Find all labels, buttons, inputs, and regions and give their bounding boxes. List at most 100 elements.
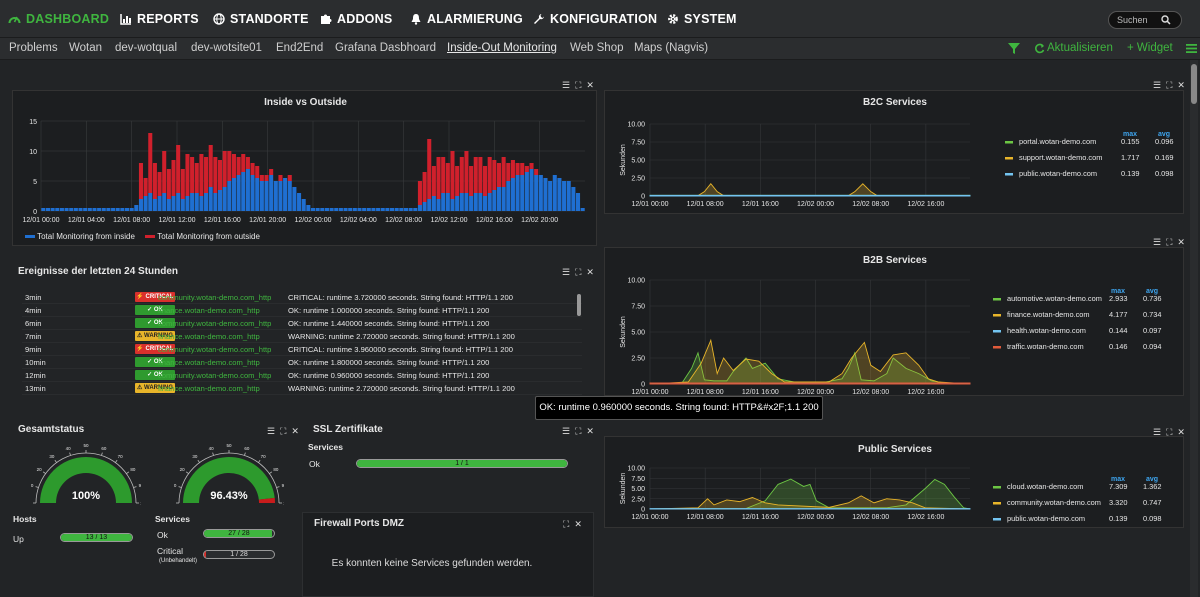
tab-dev-wotsite01[interactable]: dev-wotsite01 bbox=[191, 42, 262, 54]
menu-icon[interactable] bbox=[1186, 43, 1197, 54]
legend-series-name[interactable]: finance.wotan-demo.com bbox=[1007, 310, 1090, 319]
services-critical-sub: (Unbehandelt) bbox=[159, 558, 198, 564]
widget-menu-icon[interactable]: ☰ bbox=[1153, 427, 1162, 437]
legend-series-name[interactable]: traffic.wotan-demo.com bbox=[1007, 342, 1084, 351]
event-host-link[interactable]: finance.wotan-demo.com_http bbox=[158, 332, 260, 341]
legend-series-name[interactable]: automotive.wotan-demo.com bbox=[1007, 294, 1102, 303]
nav-dashboard[interactable]: DASHBOARD bbox=[8, 0, 109, 38]
bar-inside bbox=[78, 208, 83, 211]
legend-series-name[interactable]: public.wotan-demo.com bbox=[1019, 169, 1097, 178]
services-critical-bar[interactable]: 1 / 28 bbox=[203, 550, 275, 559]
widget-menu-icon[interactable]: ☰ bbox=[267, 426, 276, 436]
event-host-link[interactable]: community.wotan-demo.com_http bbox=[158, 371, 272, 380]
bar-inside bbox=[394, 208, 399, 211]
widget-controls: ☰ ⛶ ✕ bbox=[1153, 80, 1185, 91]
tab-dev-wotqual[interactable]: dev-wotqual bbox=[115, 42, 178, 54]
tab-inside-out[interactable]: Inside-Out Monitoring bbox=[447, 42, 557, 54]
event-host-link[interactable]: community.wotan-demo.com_http bbox=[158, 319, 272, 328]
add-widget-button[interactable]: + Widget bbox=[1127, 42, 1173, 54]
widget-close-icon[interactable]: ✕ bbox=[586, 267, 594, 277]
filter-icon[interactable] bbox=[1008, 43, 1020, 54]
gauge-tick bbox=[35, 486, 39, 488]
event-row[interactable]: 12min ✓ OK community.wotan-demo.com_http OK… bbox=[22, 369, 582, 382]
refresh-button[interactable]: Aktualisieren bbox=[1047, 42, 1113, 54]
event-row[interactable]: 6min ✓ OK community.wotan-demo.com_http OK:… bbox=[22, 317, 582, 330]
tab-end2end[interactable]: End2End bbox=[276, 42, 324, 54]
event-row[interactable]: 10min ✓ OK finance.wotan-demo.com_http OK: … bbox=[22, 356, 582, 369]
tab-maps[interactable]: Maps (Nagvis) bbox=[634, 42, 709, 54]
refresh-icon[interactable] bbox=[1034, 43, 1045, 54]
widget-expand-icon[interactable]: ⛶ bbox=[1166, 237, 1173, 247]
widget-close-icon[interactable]: ✕ bbox=[1177, 237, 1185, 247]
bar-inside bbox=[213, 193, 218, 211]
widget-expand-icon[interactable]: ⛶ bbox=[1166, 427, 1173, 437]
event-host-link[interactable]: community.wotan-demo.com_http bbox=[158, 345, 272, 354]
nav-konfiguration[interactable]: KONFIGURATION bbox=[533, 0, 657, 38]
legend-series-name[interactable]: community.wotan-demo.com bbox=[1007, 498, 1101, 507]
bar-inside bbox=[399, 208, 404, 211]
widget-close-icon[interactable]: ✕ bbox=[586, 80, 594, 90]
legend-series-name[interactable]: health.wotan-demo.com bbox=[1007, 326, 1086, 335]
bar-inside bbox=[41, 208, 46, 211]
event-host-link[interactable]: finance.wotan-demo.com_http bbox=[158, 384, 260, 393]
page-scrollbar[interactable] bbox=[1190, 60, 1198, 597]
nav-reports[interactable]: REPORTS bbox=[120, 0, 199, 38]
search-icon[interactable] bbox=[1161, 15, 1171, 25]
widget-menu-icon[interactable]: ☰ bbox=[562, 426, 571, 436]
event-row[interactable]: 3min ⚡ CRITICAL community.wotan-demo.com_h… bbox=[22, 291, 582, 304]
page-scrollbar-thumb[interactable] bbox=[1191, 64, 1197, 104]
bar-outside bbox=[143, 178, 148, 196]
legend-max: 0.144 bbox=[1109, 326, 1128, 335]
event-row[interactable]: 9min ⚡ CRITICAL community.wotan-demo.com_h… bbox=[22, 343, 582, 356]
widget-close-icon[interactable]: ✕ bbox=[586, 426, 594, 436]
tab-grafana[interactable]: Grafana Dasbhoard bbox=[335, 42, 437, 54]
legend-swatch bbox=[1005, 157, 1013, 160]
widget-menu-icon[interactable]: ☰ bbox=[562, 267, 571, 277]
event-host-link[interactable]: finance.wotan-demo.com_http bbox=[158, 306, 260, 315]
widget-expand-icon[interactable]: ⛶ bbox=[1166, 80, 1173, 90]
widget-expand-icon[interactable]: ⛶ bbox=[575, 80, 582, 90]
legend-avg: 0.736 bbox=[1143, 294, 1162, 303]
widget-expand-icon[interactable]: ⛶ bbox=[575, 426, 582, 436]
legend-outside[interactable]: Total Monitoring from outside bbox=[157, 232, 260, 241]
nav-addons[interactable]: ADDONS bbox=[320, 0, 392, 38]
events-table: 3min ⚡ CRITICAL community.wotan-demo.com_h… bbox=[22, 291, 582, 395]
event-row[interactable]: 4min ✓ OK finance.wotan-demo.com_http OK: r… bbox=[22, 304, 582, 317]
services-ok-bar[interactable]: 27 / 28 bbox=[203, 529, 275, 538]
widget-expand-icon[interactable]: ⛶ bbox=[563, 519, 570, 529]
widget-menu-icon[interactable]: ☰ bbox=[1153, 237, 1162, 247]
nav-alarmierung[interactable]: ALARMIERUNG bbox=[410, 0, 523, 38]
legend-series-name[interactable]: cloud.wotan-demo.com bbox=[1007, 482, 1083, 491]
nav-standorte[interactable]: STANDORTE bbox=[213, 0, 309, 38]
event-row[interactable]: 7min ⚠ WARNING finance.wotan-demo.com_http… bbox=[22, 330, 582, 343]
legend-series-name[interactable]: portal.wotan-demo.com bbox=[1019, 137, 1096, 146]
x-tick-label: 12/02 16:00 bbox=[907, 389, 944, 396]
widget-close-icon[interactable]: ✕ bbox=[291, 426, 299, 436]
hosts-up-bar[interactable]: 13 / 13 bbox=[60, 533, 133, 542]
tab-wotan[interactable]: Wotan bbox=[69, 42, 103, 54]
widget-close-icon[interactable]: ✕ bbox=[1177, 80, 1185, 90]
widget-expand-icon[interactable]: ⛶ bbox=[280, 426, 287, 436]
widget-close-icon[interactable]: ✕ bbox=[574, 519, 582, 529]
events-scrollbar[interactable] bbox=[577, 294, 581, 316]
legend-series-name[interactable]: support.wotan-demo.com bbox=[1019, 153, 1102, 162]
gauge-tick bbox=[276, 486, 280, 488]
public-services-widget: Public Services Sekunden 0 2.50 5.00 7.50 10.… bbox=[604, 436, 1184, 528]
widget-menu-icon[interactable]: ☰ bbox=[562, 80, 571, 90]
event-host-link[interactable]: finance.wotan-demo.com_http bbox=[158, 358, 260, 367]
x-tick-label: 12/02 00:00 bbox=[295, 217, 332, 224]
legend-inside[interactable]: Total Monitoring from inside bbox=[37, 232, 135, 241]
nav-system[interactable]: SYSTEM bbox=[667, 0, 737, 38]
event-host-link[interactable]: community.wotan-demo.com_http bbox=[158, 293, 272, 302]
widget-close-icon[interactable]: ✕ bbox=[1177, 427, 1185, 437]
event-row[interactable]: 13min ⚠ WARNING finance.wotan-demo.com_htt… bbox=[22, 382, 582, 395]
y-axis-label: Sekunden bbox=[620, 144, 627, 176]
ssl-ok-bar[interactable]: 1 / 1 bbox=[356, 459, 568, 468]
tab-problems[interactable]: Problems bbox=[9, 42, 58, 54]
tab-web-shop[interactable]: Web Shop bbox=[570, 42, 624, 54]
legend-series-name[interactable]: public.wotan-demo.com bbox=[1007, 514, 1085, 523]
widget-expand-icon[interactable]: ⛶ bbox=[575, 267, 582, 277]
bar-inside bbox=[190, 193, 195, 211]
widget-menu-icon[interactable]: ☰ bbox=[1153, 80, 1162, 90]
search-input[interactable]: Suchen bbox=[1108, 11, 1182, 29]
